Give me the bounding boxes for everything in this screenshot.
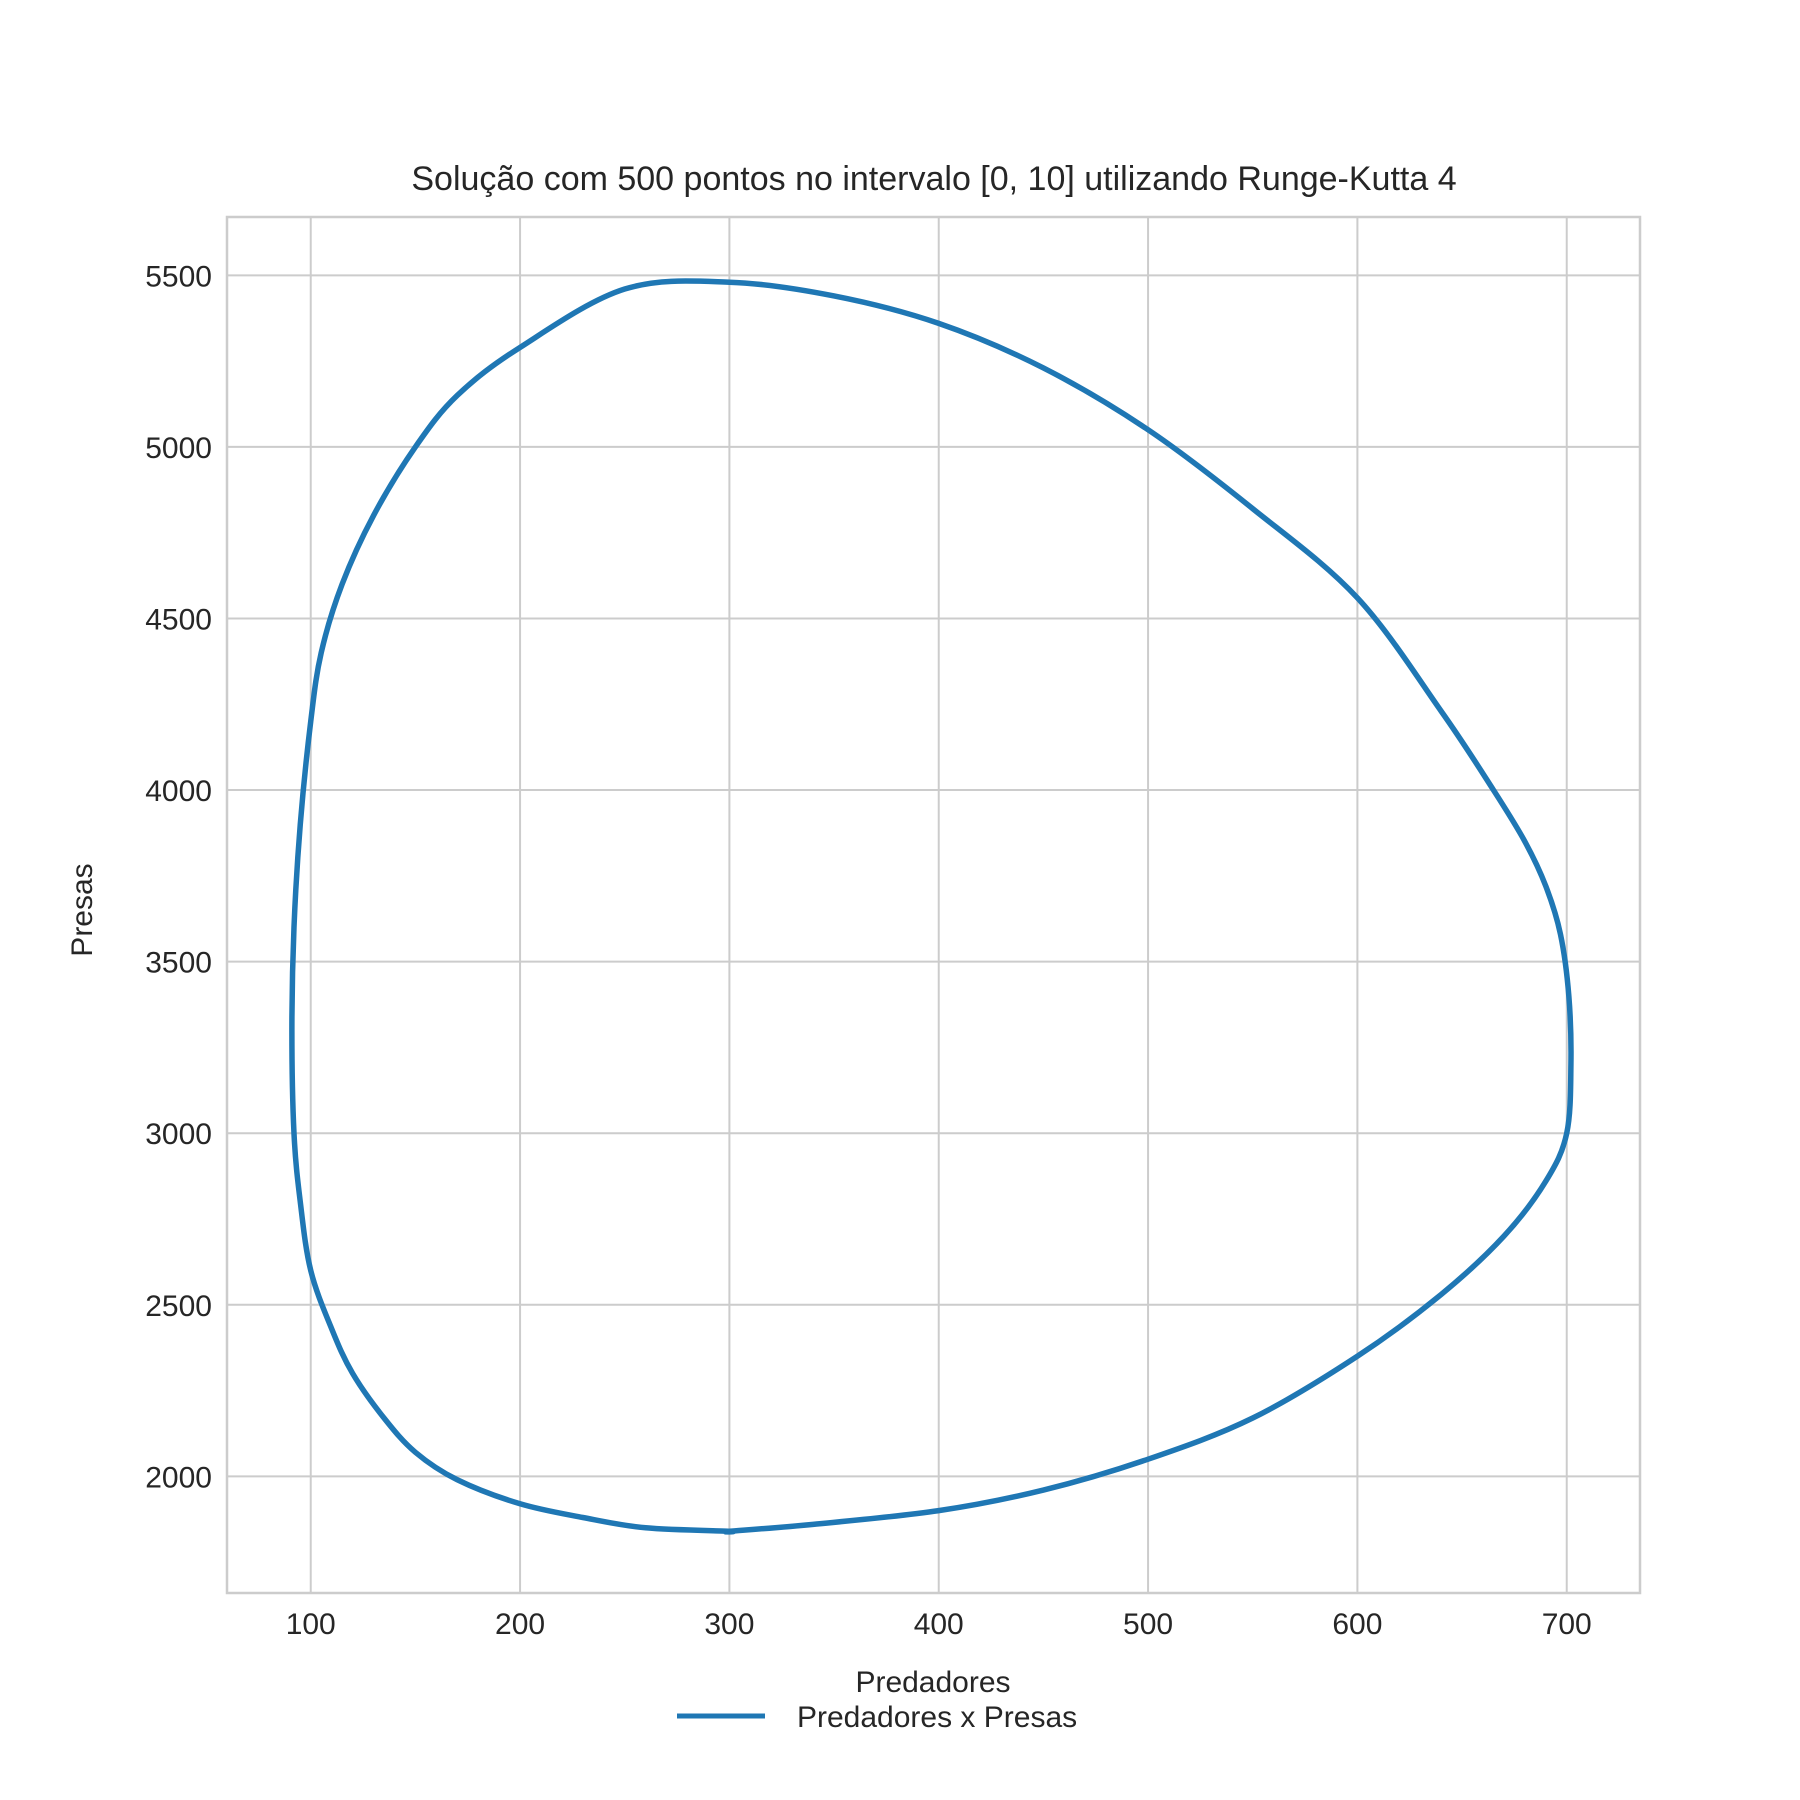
x-tick-label: 500 <box>1123 1608 1173 1641</box>
series-layer <box>289 278 1574 1535</box>
chart-title: Solução com 500 pontos no intervalo [0, … <box>411 160 1456 198</box>
y-tick-label: 4000 <box>145 775 212 808</box>
x-tick-label: 600 <box>1332 1608 1382 1641</box>
legend: Predadores x Presas <box>677 1701 1077 1734</box>
grid-layer <box>227 217 1640 1593</box>
x-tick-label: 700 <box>1542 1608 1592 1641</box>
series-line-predadores-x-presas <box>289 278 1574 1535</box>
plot-frame <box>225 215 1642 1595</box>
tick-layer: 100 200 300 400 500 600 700 2000 2500 3000 3500 400… <box>145 260 1592 1641</box>
x-tick-label: 300 <box>704 1608 754 1641</box>
y-tick-label: 4500 <box>145 603 212 636</box>
y-tick-label: 3500 <box>145 947 212 980</box>
x-tick-label: 200 <box>495 1608 545 1641</box>
x-tick-label: 100 <box>286 1608 336 1641</box>
x-axis-label: Predadores <box>855 1666 1010 1699</box>
legend-entry-label: Predadores x Presas <box>797 1701 1077 1734</box>
x-tick-label: 400 <box>914 1608 964 1641</box>
y-tick-label: 2000 <box>145 1461 212 1494</box>
y-tick-label: 5500 <box>145 260 212 293</box>
y-tick-label: 2500 <box>145 1290 212 1323</box>
y-tick-label: 5000 <box>145 432 212 465</box>
y-tick-label: 3000 <box>145 1118 212 1151</box>
y-axis-label: Presas <box>66 863 99 956</box>
